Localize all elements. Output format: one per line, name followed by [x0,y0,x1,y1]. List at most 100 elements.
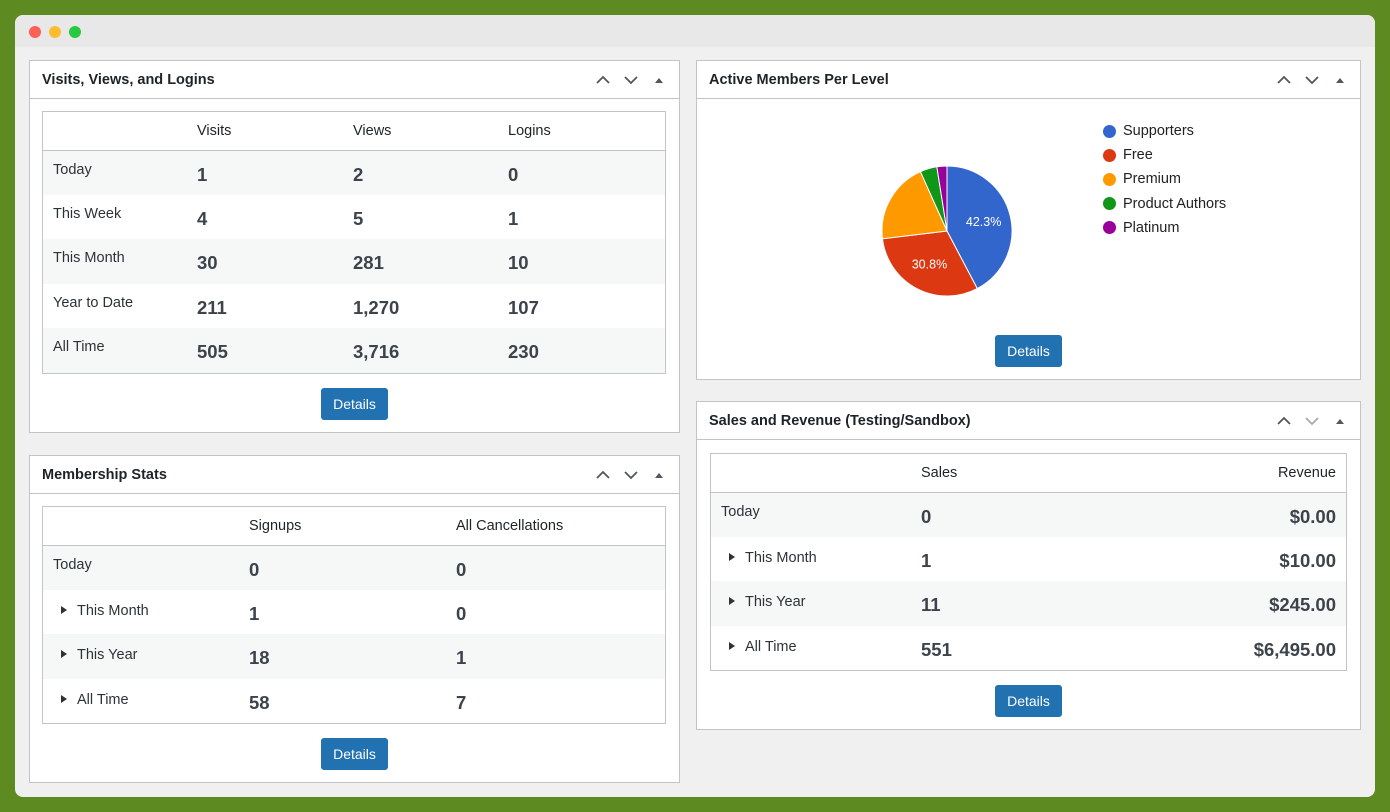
cell-value: 10 [508,239,665,284]
legend-item[interactable]: Free [1103,143,1226,167]
triangle-up-icon[interactable] [647,463,671,487]
legend-label: Premium [1123,171,1182,188]
sales-table: Sales Revenue Today 0 $0.00 This Month 1… [711,454,1346,670]
pie-slice-free[interactable] [881,230,978,297]
chevron-down-icon[interactable] [1300,409,1324,433]
table-row: This Week 4 5 1 [43,194,665,239]
pie-slice-platinum[interactable] [936,165,948,232]
widget-header: Sales and Revenue (Testing/Sandbox) [697,402,1360,440]
close-window-button[interactable] [29,26,41,38]
row-label[interactable]: This Month [745,549,817,566]
chevron-up-icon[interactable] [591,68,615,92]
legend-swatch [1103,172,1116,186]
legend-swatch [1103,124,1116,138]
table-row: Today 0 0 [43,545,665,590]
triangle-up-icon[interactable] [1328,409,1352,433]
cell-value: 3,716 [353,328,508,373]
column-header: Signups [249,507,456,546]
cell-value: 0 [456,545,665,590]
row-label[interactable]: This Year [745,594,806,610]
table-row: This Month 30 281 10 [43,239,665,284]
table-row[interactable]: This Month 1 $10.00 [711,536,1346,581]
browser-window: Visits, Views, and Logins Visits Views L… [15,15,1375,797]
membership-details-button[interactable]: Details [321,738,388,770]
sales-widget: Sales and Revenue (Testing/Sandbox) Sale… [696,401,1361,730]
cell-value: 281 [353,239,508,284]
cell-value: 1 [921,536,1131,581]
cell-value: 1 [456,634,665,679]
table-row[interactable]: All Time 58 7 [43,678,665,723]
pie-data-label: 42.3% [966,215,1001,229]
legend-label: Platinum [1123,219,1180,236]
chevron-down-icon[interactable] [1300,68,1324,92]
triangle-right-icon[interactable] [729,641,735,650]
triangle-up-icon[interactable] [647,68,671,92]
cell-value: 2 [353,150,508,195]
cell-value: 4 [197,194,353,239]
cell-value: 230 [508,328,665,373]
cell-value: 5 [353,194,508,239]
cell-value: 0 [249,545,456,590]
widget-header: Membership Stats [30,456,679,494]
legend-swatch [1103,221,1116,235]
cell-value: 11 [921,581,1131,626]
chevron-up-icon[interactable] [591,463,615,487]
legend-item[interactable]: Premium [1103,167,1226,191]
column-header [43,507,249,546]
row-label[interactable]: This Month [77,602,149,619]
membership-table-wrap: Signups All Cancellations Today 0 0 This… [42,506,666,724]
widget-header: Visits, Views, and Logins [30,61,679,99]
cell-value: 18 [249,634,456,679]
column-header [43,112,197,151]
chart-legend: Supporters Free Premium Product Authors Plat… [1103,119,1226,240]
minimize-window-button[interactable] [49,26,61,38]
sales-details-button[interactable]: Details [995,685,1062,717]
triangle-right-icon[interactable] [61,605,67,614]
cell-value: $10.00 [1131,536,1346,581]
row-label: Today [43,545,249,590]
cell-value: 211 [197,283,353,328]
triangle-right-icon[interactable] [729,597,735,605]
table-row[interactable]: This Year 18 1 [43,634,665,679]
legend-item[interactable]: Platinum [1103,216,1226,240]
column-header: Revenue [1131,454,1346,493]
cell-value: 0 [508,150,665,195]
table-row[interactable]: This Month 1 0 [43,589,665,634]
visits-table-wrap: Visits Views Logins Today 1 2 0 This Wee… [42,111,666,374]
chevron-up-icon[interactable] [1272,68,1296,92]
legend-label: Supporters [1123,123,1194,140]
row-label: This Week [43,194,197,239]
chevron-down-icon[interactable] [619,463,643,487]
widget-header: Active Members Per Level [697,61,1360,99]
pie-slice-supporters[interactable] [946,165,1013,290]
visits-details-button[interactable]: Details [321,388,388,420]
legend-item[interactable]: Product Authors [1103,192,1226,216]
column-header: Logins [508,112,665,151]
members-details-button[interactable]: Details [995,335,1062,367]
row-label[interactable]: All Time [77,691,129,708]
cell-value: $245.00 [1131,581,1346,626]
table-row: All Time 505 3,716 230 [43,328,665,373]
row-label[interactable]: This Year [77,647,138,663]
table-row[interactable]: All Time 551 $6,495.00 [711,625,1346,670]
triangle-right-icon[interactable] [61,694,67,703]
column-header: Views [353,112,508,151]
pie-slice-premium[interactable] [881,171,948,240]
triangle-right-icon[interactable] [729,552,735,561]
row-label: This Month [43,239,197,284]
cell-value: 58 [249,678,456,723]
cell-value: $0.00 [1131,492,1346,537]
cell-value: $6,495.00 [1131,625,1346,670]
row-label: Today [711,492,921,537]
triangle-up-icon[interactable] [1328,68,1352,92]
maximize-window-button[interactable] [69,26,81,38]
legend-item[interactable]: Supporters [1103,119,1226,143]
cell-value: 505 [197,328,353,373]
legend-label: Free [1123,147,1153,164]
chevron-up-icon[interactable] [1272,409,1296,433]
table-row: Today 1 2 0 [43,150,665,195]
table-row[interactable]: This Year 11 $245.00 [711,581,1346,626]
chevron-down-icon[interactable] [619,68,643,92]
row-label[interactable]: All Time [745,638,797,655]
triangle-right-icon[interactable] [61,650,67,658]
